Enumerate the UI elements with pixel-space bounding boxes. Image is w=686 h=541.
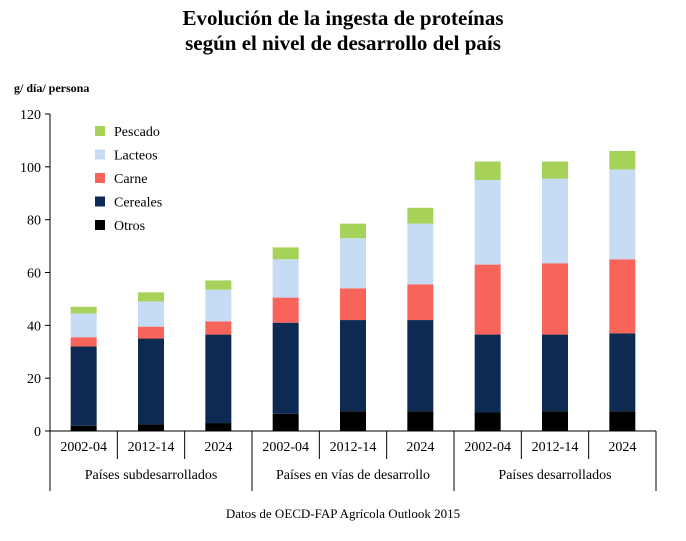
y-tick-label: 100 bbox=[20, 161, 41, 176]
bar-segment-carne bbox=[474, 264, 501, 335]
bar-segment-otros bbox=[70, 425, 97, 431]
bar-segment-carne bbox=[542, 263, 568, 335]
bar-stack bbox=[474, 161, 501, 431]
legend-item: Otros bbox=[95, 219, 145, 234]
category-label: 2012-14 bbox=[330, 440, 377, 455]
bar-segment-otros bbox=[340, 411, 366, 431]
bar-segment-pescado bbox=[272, 247, 299, 260]
category-label: 2012-14 bbox=[128, 440, 175, 455]
y-tick-label: 60 bbox=[27, 267, 41, 282]
bar-segment-carne bbox=[70, 337, 97, 347]
bar-segment-cereales bbox=[205, 334, 232, 424]
bar-stack bbox=[407, 207, 434, 431]
bar-segment-cereales bbox=[70, 346, 97, 426]
legend: Pescado Lacteos Carne Cereales Otros bbox=[95, 125, 162, 234]
y-axis-label: g/ día/ persona bbox=[14, 81, 90, 95]
bar-segment-cereales bbox=[474, 334, 501, 413]
bar-segment-carne bbox=[205, 321, 232, 335]
category-label: 2002-04 bbox=[262, 440, 309, 455]
bar-segment-lacteos bbox=[542, 178, 568, 264]
bar-segment-pescado bbox=[138, 292, 164, 302]
bar-segment-pescado bbox=[542, 161, 568, 179]
bar-stack bbox=[205, 280, 232, 431]
bar-segment-cereales bbox=[138, 338, 164, 425]
bar-segment-carne bbox=[272, 297, 299, 323]
bar-stack bbox=[272, 247, 299, 431]
category-label: 2024 bbox=[608, 440, 636, 455]
bar-segment-pescado bbox=[340, 223, 366, 239]
legend-swatch bbox=[95, 220, 105, 230]
bar-segment-lacteos bbox=[609, 169, 636, 260]
legend-label: Carne bbox=[114, 172, 147, 187]
bar-segment-cereales bbox=[340, 320, 366, 412]
category-label: 2002-04 bbox=[464, 440, 511, 455]
legend-label: Otros bbox=[114, 219, 145, 234]
bar-segment-carne bbox=[138, 326, 164, 339]
group-label: Países en vías de desarrollo bbox=[276, 468, 430, 483]
y-axis: 0 20 40 60 80 100 120 bbox=[20, 108, 51, 440]
bar-stack bbox=[138, 292, 164, 431]
bar-segment-cereales bbox=[542, 334, 568, 412]
bar-segment-cereales bbox=[407, 320, 434, 412]
bar-segment-carne bbox=[609, 259, 636, 334]
bar-segment-otros bbox=[205, 423, 232, 431]
legend-label: Cereales bbox=[114, 196, 162, 211]
y-tick-label: 20 bbox=[27, 372, 41, 387]
legend-label: Pescado bbox=[114, 125, 160, 140]
bar-stack bbox=[542, 161, 568, 431]
category-label: 2024 bbox=[204, 440, 232, 455]
bar-segment-lacteos bbox=[138, 301, 164, 327]
bar-segment-pescado bbox=[474, 161, 501, 181]
bar-segment-lacteos bbox=[205, 289, 232, 322]
bar-segment-pescado bbox=[609, 150, 636, 170]
legend-item: Cereales bbox=[95, 196, 162, 211]
bar-stack bbox=[609, 150, 636, 431]
bar-segment-otros bbox=[542, 411, 568, 431]
bar-segment-lacteos bbox=[407, 223, 434, 285]
legend-label: Lacteos bbox=[114, 149, 158, 164]
bar-segment-carne bbox=[407, 284, 434, 321]
group-label: Países desarrollados bbox=[498, 468, 611, 483]
bar-stack bbox=[340, 223, 366, 431]
bar-segment-carne bbox=[340, 288, 366, 321]
group-label: Países subdesarrollados bbox=[85, 468, 218, 483]
source-note: Datos de OECD-FAP Agrícola Outlook 2015 bbox=[225, 506, 461, 521]
bar-segment-cereales bbox=[272, 322, 299, 414]
bar-stack bbox=[70, 306, 97, 431]
chart-title: Evolución de la ingesta de proteínas seg… bbox=[0, 6, 686, 56]
y-tick-label: 80 bbox=[27, 214, 41, 229]
bar-segment-lacteos bbox=[272, 259, 299, 298]
legend-item: Lacteos bbox=[95, 149, 158, 164]
bar-segment-pescado bbox=[70, 306, 97, 314]
y-tick-label: 0 bbox=[34, 425, 41, 440]
legend-swatch bbox=[95, 196, 105, 207]
y-tick-label: 40 bbox=[27, 319, 41, 334]
legend-item: Carne bbox=[95, 172, 147, 187]
legend-swatch bbox=[95, 126, 105, 136]
legend-swatch bbox=[95, 149, 105, 160]
bar-segment-pescado bbox=[407, 207, 434, 224]
bar-segment-cereales bbox=[609, 333, 636, 412]
bar-segment-pescado bbox=[205, 280, 232, 290]
bar-stacks bbox=[70, 150, 636, 431]
y-tick-label: 120 bbox=[20, 108, 41, 123]
chart-title-line-2: según el nivel de desarrollo del país bbox=[185, 31, 501, 55]
chart-title-line-1: Evolución de la ingesta de proteínas bbox=[182, 6, 504, 30]
legend-swatch bbox=[95, 173, 105, 183]
bar-segment-otros bbox=[474, 412, 501, 431]
bar-segment-lacteos bbox=[70, 313, 97, 338]
category-label: 2012-14 bbox=[532, 440, 579, 455]
category-label: 2024 bbox=[406, 440, 434, 455]
x-axis: 2002-04 2012-14 2024 2002-04 2012-14 2024 2002… bbox=[49, 430, 657, 491]
category-label: 2002-04 bbox=[60, 440, 107, 455]
legend-item: Pescado bbox=[95, 125, 160, 140]
bar-segment-otros bbox=[138, 424, 164, 431]
bar-segment-otros bbox=[272, 413, 299, 431]
bar-segment-lacteos bbox=[474, 180, 501, 265]
bar-segment-otros bbox=[609, 411, 636, 431]
bar-segment-otros bbox=[407, 411, 434, 431]
bar-segment-lacteos bbox=[340, 238, 366, 289]
